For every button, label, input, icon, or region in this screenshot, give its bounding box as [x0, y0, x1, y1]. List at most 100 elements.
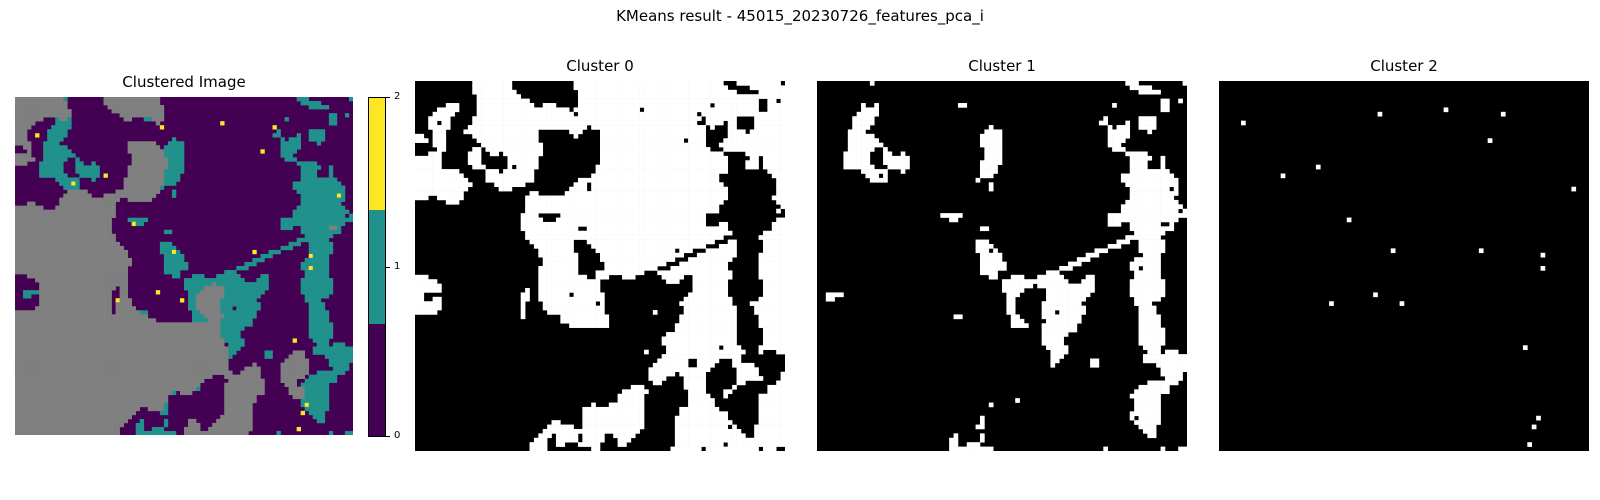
clustered-cell: [224, 422, 229, 428]
clustered-cell: [35, 245, 40, 251]
cluster-0-pixel: [740, 147, 746, 152]
clustered-cell: [228, 382, 233, 388]
clustered-cell: [31, 430, 36, 435]
cluster-0-pixel: [674, 116, 680, 121]
clustered-cell: [244, 302, 249, 307]
clustered-cell: [99, 326, 104, 331]
clustered-cell: [55, 266, 60, 271]
clustered-cell: [304, 101, 310, 106]
clustered-cell: [171, 358, 177, 363]
clustered-cell: [51, 241, 56, 247]
clustered-cell: [139, 145, 145, 150]
clustered-cell: [135, 149, 141, 154]
cluster-0-pixel: [666, 98, 671, 104]
clustered-cell: [312, 177, 318, 182]
clustered-cell: [67, 193, 72, 198]
clustered-cell: [107, 197, 112, 202]
clustered-cell: [184, 326, 189, 331]
clustered-cell: [55, 169, 60, 174]
clustered-cell: [87, 225, 92, 231]
clustered-cell: [328, 209, 334, 214]
cluster-0-pixel: [767, 85, 773, 91]
clustered-cell: [43, 394, 48, 400]
cluster-0-pixel: [670, 160, 676, 165]
clustered-cell: [31, 274, 36, 279]
clustered-cell: [83, 422, 88, 428]
clustered-cell: [175, 270, 181, 275]
clustered-cell: [91, 173, 96, 178]
clustered-cell: [163, 430, 169, 435]
clustered-cell: [228, 302, 233, 307]
clustered-cell: [99, 225, 104, 231]
clustered-cell: [55, 350, 60, 355]
clustered-cell: [35, 402, 40, 408]
clustered-cell: [75, 221, 80, 227]
clustered-cell: [31, 370, 36, 375]
clustered-cell: [23, 121, 28, 126]
clustered-cell: [304, 394, 310, 400]
clustered-cell: [35, 338, 40, 343]
clustered-cell: [328, 193, 334, 198]
cluster-0-pixel: [767, 125, 773, 130]
clustered-cell: [220, 422, 225, 428]
clustered-cell: [67, 306, 72, 311]
cluster-0-pixel: [485, 98, 491, 104]
clustered-cell: [324, 334, 330, 339]
clustered-cell: [316, 298, 322, 303]
clustered-cell: [336, 366, 342, 371]
clustered-cell: [151, 185, 157, 190]
clustered-cell: [252, 286, 257, 291]
clustered-cell: [212, 330, 217, 335]
clustered-cell: [63, 197, 68, 202]
clustered-cell: [79, 362, 84, 367]
cluster-0-pixel: [679, 160, 684, 165]
cluster-0-pixel: [714, 107, 720, 113]
clustered-cell: [151, 322, 157, 327]
clustered-cell: [79, 398, 84, 404]
clustered-cell: [228, 410, 233, 416]
clustered-cell: [27, 318, 32, 323]
clustered-cell: [51, 370, 56, 375]
cluster-0-pixel: [542, 107, 548, 113]
clustered-cell: [208, 310, 213, 315]
clustered-cell: [23, 253, 28, 259]
cluster-0-pixel: [520, 111, 526, 117]
cluster-0-pixel: [767, 160, 773, 165]
clustered-cell: [115, 342, 120, 347]
clustered-cell: [31, 201, 36, 206]
clustered-cell: [324, 229, 330, 235]
clustered-cell: [83, 294, 88, 299]
clustered-cell: [67, 370, 72, 375]
clustered-cell: [91, 165, 96, 170]
clustered-cell: [163, 390, 169, 396]
clustered-cell: [131, 181, 137, 186]
clustered-cell: [115, 406, 120, 412]
clustered-cell: [19, 241, 24, 247]
clustered-cell: [107, 390, 112, 396]
clustered-cell: [308, 217, 314, 223]
cluster-0-pixel: [666, 155, 671, 161]
cluster-0-pixel: [600, 81, 605, 86]
clustered-cell: [79, 249, 84, 255]
clustered-cell: [95, 382, 100, 388]
clustered-cell: [67, 394, 72, 400]
clustered-cell: [19, 157, 24, 162]
clustered-cell: [111, 286, 116, 291]
cluster-0-pixel: [437, 164, 442, 170]
clustered-cell: [171, 177, 177, 182]
clustered-cell: [240, 418, 245, 424]
cluster-0-pixel: [498, 177, 504, 183]
clustered-cell: [51, 354, 56, 359]
clustered-cell: [224, 382, 229, 388]
clustered-cell: [23, 410, 28, 416]
clustered-cell: [111, 318, 116, 323]
cluster-0-pixel: [507, 89, 513, 95]
clustered-cell: [47, 233, 52, 239]
clustered-cell: [248, 386, 253, 392]
clustered-cell: [184, 430, 189, 435]
clustered-cell: [99, 310, 104, 315]
clustered-cell: [19, 137, 24, 142]
clustered-cell: [236, 266, 241, 271]
clustered-cell: [200, 278, 205, 283]
cluster-0-pixel: [428, 120, 433, 126]
